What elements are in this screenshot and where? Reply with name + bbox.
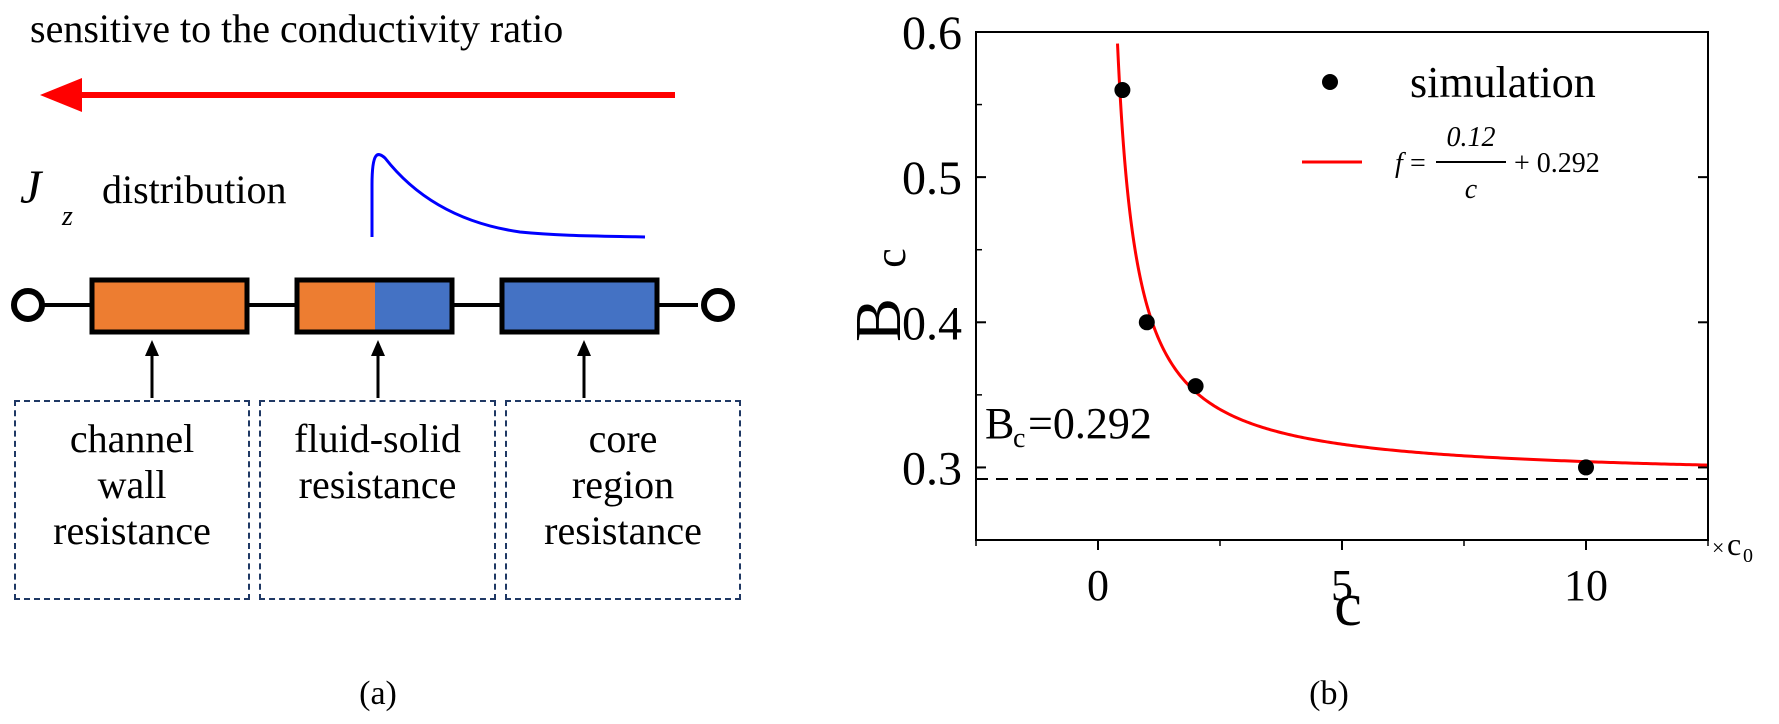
legend-simulation-label: simulation <box>1410 58 1596 107</box>
simulation-points <box>1114 82 1594 476</box>
bc-vs-c-chart: 0.3 0.4 0.5 0.6 0 5 10 B c c × c 0 B c =0.292 <box>842 7 1753 712</box>
x-unit-sub: 0 <box>1743 545 1753 567</box>
y-tick-label: 0.6 <box>902 7 962 60</box>
legend-formula-num: 0.12 <box>1447 122 1496 153</box>
core-region-resistor <box>499 277 660 335</box>
label-line: resistance <box>298 462 457 507</box>
x-unit-main: c <box>1727 526 1741 562</box>
channel-wall-resistor <box>89 277 250 335</box>
right-terminal-icon <box>701 288 735 322</box>
pointer-arrow-1 <box>145 340 159 398</box>
label-line: resistance <box>544 508 702 553</box>
simulation-point <box>1114 82 1131 99</box>
label-line: region <box>571 462 675 507</box>
y-axis-label: B c <box>842 248 915 342</box>
bc-annotation: B c =0.292 <box>985 399 1152 454</box>
caption-a: (a) <box>359 675 397 712</box>
channel-wall-label-box: channel wall resistance <box>14 400 250 600</box>
plot-frame <box>975 31 1709 541</box>
caption-b: (b) <box>1309 675 1349 712</box>
y-tick-label: 0.5 <box>902 152 962 205</box>
x-unit-prefix: × <box>1712 535 1724 560</box>
x-axis-label: c <box>1334 571 1362 639</box>
panel-a: sensitive to the conductivity ratio J z … <box>0 0 860 719</box>
core-region-label-box: core region resistance <box>505 400 741 600</box>
panel-b: 0.3 0.4 0.5 0.6 0 5 10 B c c × c 0 B c =0.292 <box>840 0 1779 719</box>
pointer-arrow-3 <box>577 340 591 398</box>
jz-distribution-text: distribution <box>102 167 286 212</box>
y-label-main: B <box>842 298 915 342</box>
legend-formula-eq: = <box>1410 148 1426 179</box>
fluid-solid-label-box: fluid-solid resistance <box>259 400 496 600</box>
simulation-point <box>1138 314 1155 331</box>
jz-distribution-curve <box>370 153 646 239</box>
y-label-sub: c <box>866 248 915 268</box>
x-tick-label: 10 <box>1564 561 1608 610</box>
jz-subscript: z <box>61 201 73 232</box>
legend: simulation f = 0.12 c + 0.292 <box>1302 58 1600 205</box>
label-line: fluid-solid <box>294 416 461 461</box>
y-tick-label: 0.4 <box>902 297 962 350</box>
legend-marker-simulation <box>1322 74 1338 90</box>
label-line: wall <box>97 462 167 507</box>
legend-formula-den: c <box>1465 174 1478 205</box>
fluid-solid-resistor <box>294 277 455 335</box>
label-line: core <box>588 416 658 461</box>
annotation-sub: c <box>1013 423 1025 454</box>
x-ticks: 0 5 10 <box>975 540 1709 610</box>
y-tick-label: 0.3 <box>902 442 962 495</box>
red-arrow-head-icon <box>40 78 82 112</box>
legend-formula-f: f <box>1395 148 1406 179</box>
simulation-point <box>1578 459 1594 476</box>
annotation-main: B <box>985 399 1014 448</box>
legend-formula-plus: + 0.292 <box>1514 148 1600 179</box>
annotation-rest: =0.292 <box>1028 399 1152 448</box>
simulation-point <box>1187 378 1204 395</box>
pointer-arrow-2 <box>371 340 385 398</box>
x-unit-label: × c 0 <box>1712 526 1753 567</box>
left-terminal-icon <box>11 288 45 322</box>
x-tick-label: 5 <box>1331 561 1353 610</box>
circuit-diagram: sensitive to the conductivity ratio J z … <box>11 6 735 712</box>
conductivity-ratio-text: sensitive to the conductivity ratio <box>30 6 563 51</box>
label-line: channel <box>69 416 195 461</box>
x-tick-label: 0 <box>1087 561 1109 610</box>
jz-symbol: J <box>20 161 44 214</box>
label-line: resistance <box>53 508 211 553</box>
